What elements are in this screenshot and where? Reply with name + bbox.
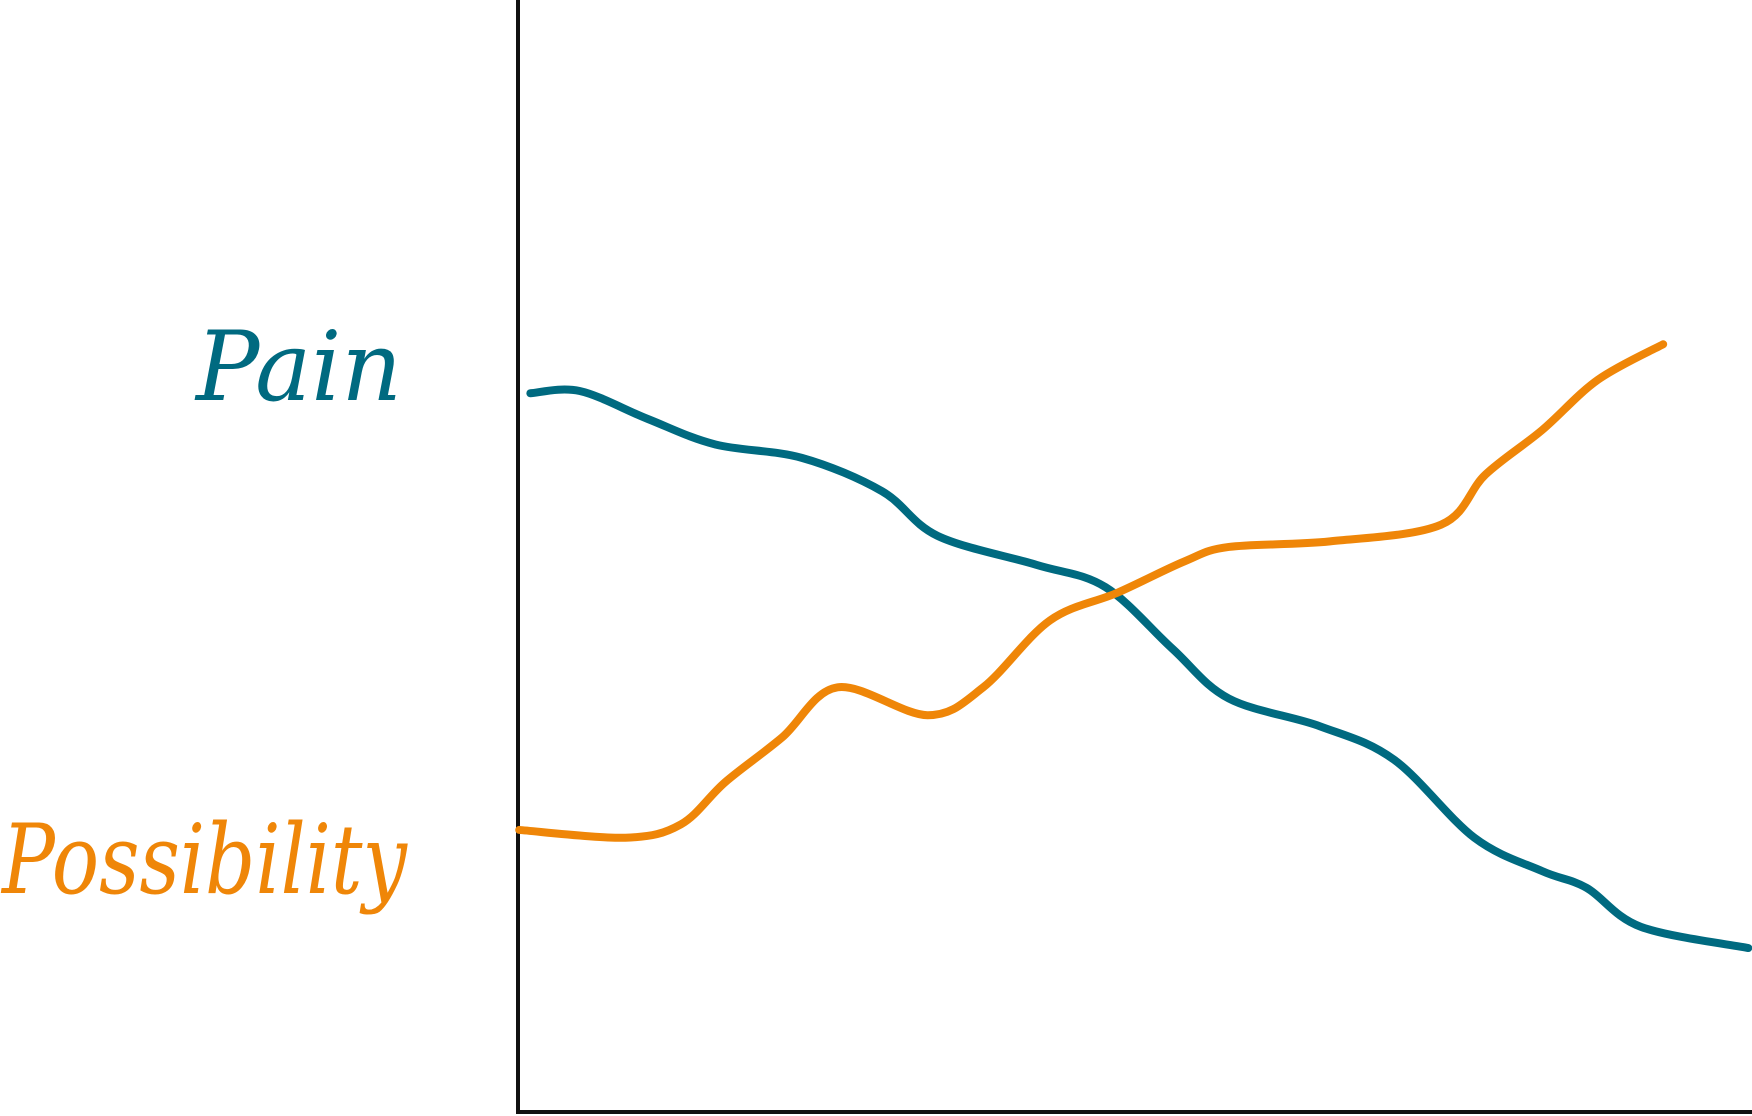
possibility-label: Possibility — [0, 804, 408, 916]
pain-line — [526, 385, 1752, 953]
possibility-line — [515, 340, 1668, 842]
pain-label: Pain — [194, 311, 402, 423]
